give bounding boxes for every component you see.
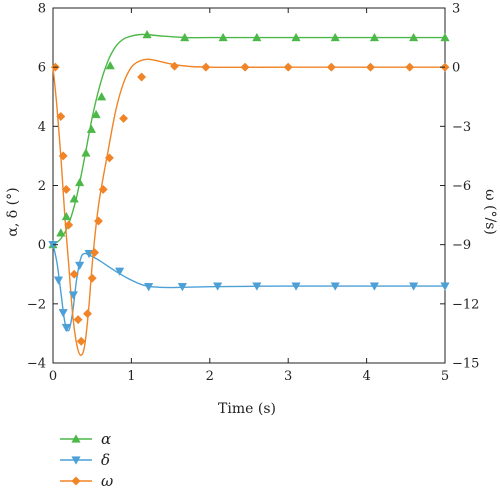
data-point-series-3 [93, 216, 104, 226]
data-point-series-1 [105, 60, 115, 70]
data-point-series-1 [96, 92, 107, 101]
x-tick-label: 5 [441, 369, 449, 384]
legend-marker-2 [71, 456, 81, 465]
x-axis-title: Time (s) [218, 401, 276, 417]
data-point-series-2 [369, 282, 380, 291]
right-y-axis-title: ω (°/s) [482, 189, 498, 235]
legend-label-3: ω [101, 472, 113, 490]
data-point-series-1 [440, 32, 450, 42]
left-y-tick-label: 2 [38, 179, 46, 194]
data-point-series-1 [369, 32, 380, 42]
right-y-tick-label: −6 [452, 179, 471, 194]
data-point-series-3 [137, 72, 147, 82]
legend-marker-3 [71, 476, 81, 486]
right-y-tick-label: −15 [452, 357, 479, 372]
data-point-series-1 [252, 32, 262, 42]
left-y-tick-label: 6 [38, 61, 46, 76]
data-point-series-3 [87, 273, 97, 283]
legend: αδω [60, 430, 113, 490]
data-point-series-2 [144, 283, 154, 292]
data-point-series-3 [405, 62, 415, 72]
data-point-series-2 [177, 283, 187, 292]
data-point-series-1 [81, 148, 91, 157]
data-point-series-1 [180, 32, 190, 42]
data-point-series-2 [75, 261, 85, 271]
data-point-series-1 [61, 211, 71, 221]
data-point-series-3 [76, 336, 86, 346]
data-point-series-1 [91, 109, 101, 119]
data-point-series-2 [409, 282, 419, 291]
x-tick-label: 1 [127, 369, 135, 384]
left-y-tick-label: 0 [38, 238, 46, 253]
data-point-series-3 [56, 111, 66, 122]
data-point-series-1 [409, 32, 419, 42]
data-point-series-1 [330, 32, 340, 42]
x-tick-label: 2 [206, 369, 214, 384]
left-y-tick-label: −4 [27, 357, 46, 372]
data-point-series-1 [69, 194, 79, 203]
data-point-series-2 [330, 282, 340, 291]
legend-marker-1 [71, 434, 81, 443]
right-y-tick-label: −3 [452, 120, 471, 135]
x-tick-label: 3 [284, 369, 292, 384]
data-point-series-3 [326, 62, 336, 72]
right-y-tick-label: 3 [452, 2, 460, 17]
series-line-1 [52, 33, 445, 246]
legend-label-2: δ [101, 451, 110, 469]
data-point-series-3 [61, 184, 71, 194]
data-point-series-3 [98, 184, 108, 194]
left-y-tick-label: 4 [38, 120, 46, 135]
plot-frame [52, 7, 446, 364]
data-point-series-1 [218, 32, 228, 42]
data-point-series-2 [213, 282, 223, 291]
data-point-series-3 [82, 309, 93, 319]
right-y-tick-label: −9 [452, 238, 471, 253]
data-point-series-2 [115, 267, 125, 277]
data-point-series-3 [58, 151, 68, 161]
data-point-series-3 [104, 153, 115, 163]
series-line-2 [52, 244, 445, 332]
data-point-series-3 [201, 62, 211, 72]
data-point-series-3 [365, 62, 376, 72]
data-point-series-3 [119, 113, 129, 123]
data-point-series-1 [142, 29, 152, 39]
left-y-tick-label: −2 [27, 297, 46, 312]
data-point-series-2 [68, 291, 79, 300]
data-point-series-1 [75, 177, 85, 187]
left-y-tick-label: 8 [38, 2, 46, 17]
data-point-series-2 [58, 309, 68, 318]
data-point-series-3 [73, 315, 83, 325]
series-line-3 [52, 58, 445, 356]
x-tick-label: 0 [49, 369, 57, 384]
data-point-series-3 [169, 61, 180, 71]
data-point-series-1 [86, 124, 97, 133]
data-point-series-3 [89, 248, 100, 258]
right-y-tick-label: −12 [452, 297, 479, 312]
data-point-series-3 [69, 269, 79, 279]
right-y-tick-label: 0 [452, 61, 460, 76]
data-point-series-2 [53, 276, 64, 285]
data-point-series-3 [64, 220, 74, 230]
data-point-series-2 [61, 323, 71, 333]
legend-label-1: α [101, 430, 111, 448]
data-point-series-2 [291, 282, 301, 291]
x-tick-label: 4 [362, 369, 370, 384]
data-point-series-3 [283, 62, 293, 72]
data-point-series-2 [440, 282, 450, 291]
data-point-series-2 [252, 282, 262, 291]
left-y-axis-title: α, δ (°) [5, 187, 21, 236]
data-point-series-1 [56, 228, 66, 237]
data-point-series-3 [240, 62, 250, 72]
data-point-series-1 [291, 32, 301, 42]
